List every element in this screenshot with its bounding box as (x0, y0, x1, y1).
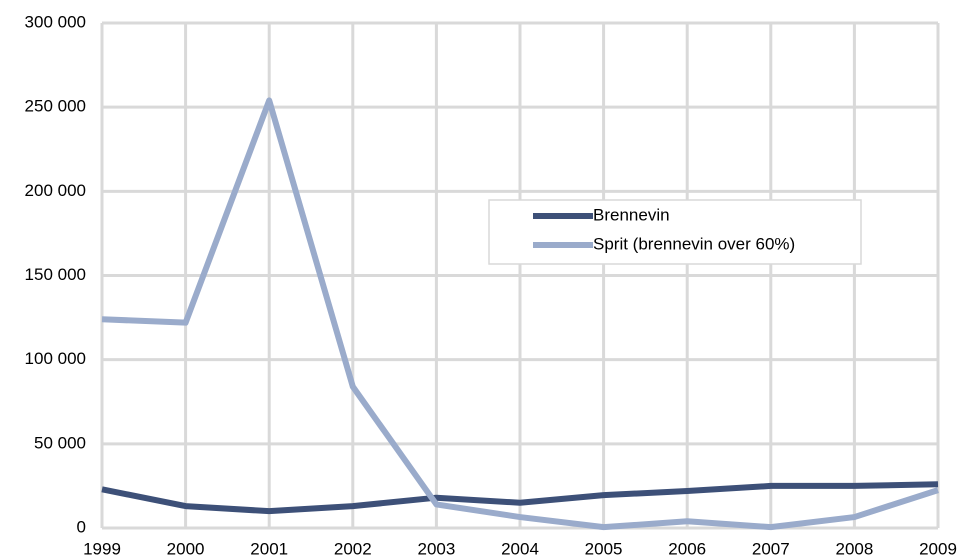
x-tick-label: 1999 (83, 539, 121, 558)
line-series (101, 97, 939, 531)
x-tick-label: 2007 (752, 539, 790, 558)
y-tick-label: 0 (77, 517, 86, 536)
y-tick-label: 100 000 (25, 349, 86, 368)
x-tick-label: 2001 (250, 539, 288, 558)
x-tick-label: 2003 (417, 539, 455, 558)
x-tick-label: 2006 (668, 539, 706, 558)
legend-label: Brennevin (593, 205, 670, 224)
x-tick-label: 2002 (334, 539, 372, 558)
line-series (101, 481, 939, 515)
x-tick-label: 2009 (919, 539, 957, 558)
y-tick-label: 150 000 (25, 265, 86, 284)
x-tick-label: 2008 (835, 539, 873, 558)
legend-label: Sprit (brennevin over 60%) (593, 234, 795, 253)
y-tick-label: 250 000 (25, 97, 86, 116)
y-tick-label: 200 000 (25, 181, 86, 200)
x-tick-label: 2000 (167, 539, 205, 558)
y-tick-label: 50 000 (34, 433, 86, 452)
x-tick-label: 2005 (585, 539, 623, 558)
legend-box (488, 199, 862, 265)
y-tick-label: 300 000 (25, 12, 86, 31)
x-tick-label: 2004 (501, 539, 539, 558)
